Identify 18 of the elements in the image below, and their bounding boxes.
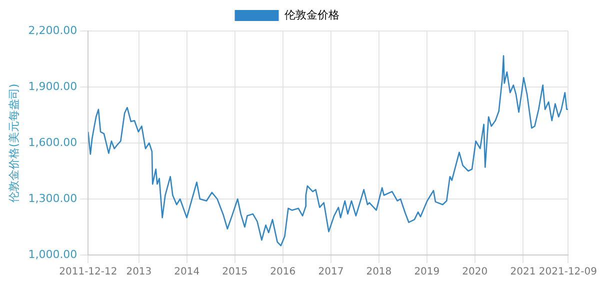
x-tick-label: 2016: [270, 266, 296, 278]
y-tick-label: 1,300.00: [28, 192, 78, 205]
x-tick-label: 2021-12-09: [538, 266, 598, 278]
x-tick-label: 2019: [414, 266, 440, 278]
y-tick-label: 1,900.00: [28, 80, 78, 93]
x-tick-label: 2021: [510, 266, 536, 278]
x-tick-label: 2013: [126, 266, 152, 278]
y-axis-title: 伦敦金价格(美元每盎司): [7, 84, 20, 202]
x-tick-label: 2017: [318, 266, 344, 278]
x-tick-label: 2020: [462, 266, 488, 278]
x-tick-label: 2014: [174, 266, 200, 278]
y-tick-label: 1,000.00: [28, 248, 78, 261]
x-tick-label: 2011-12-12: [59, 266, 118, 278]
y-tick-label: 1,600.00: [28, 136, 78, 149]
x-tick-label: 2015: [222, 266, 248, 278]
legend-label: 伦敦金价格: [284, 8, 340, 22]
x-tick-label: 2018: [366, 266, 392, 278]
y-tick-label: 2,200.00: [28, 24, 78, 37]
